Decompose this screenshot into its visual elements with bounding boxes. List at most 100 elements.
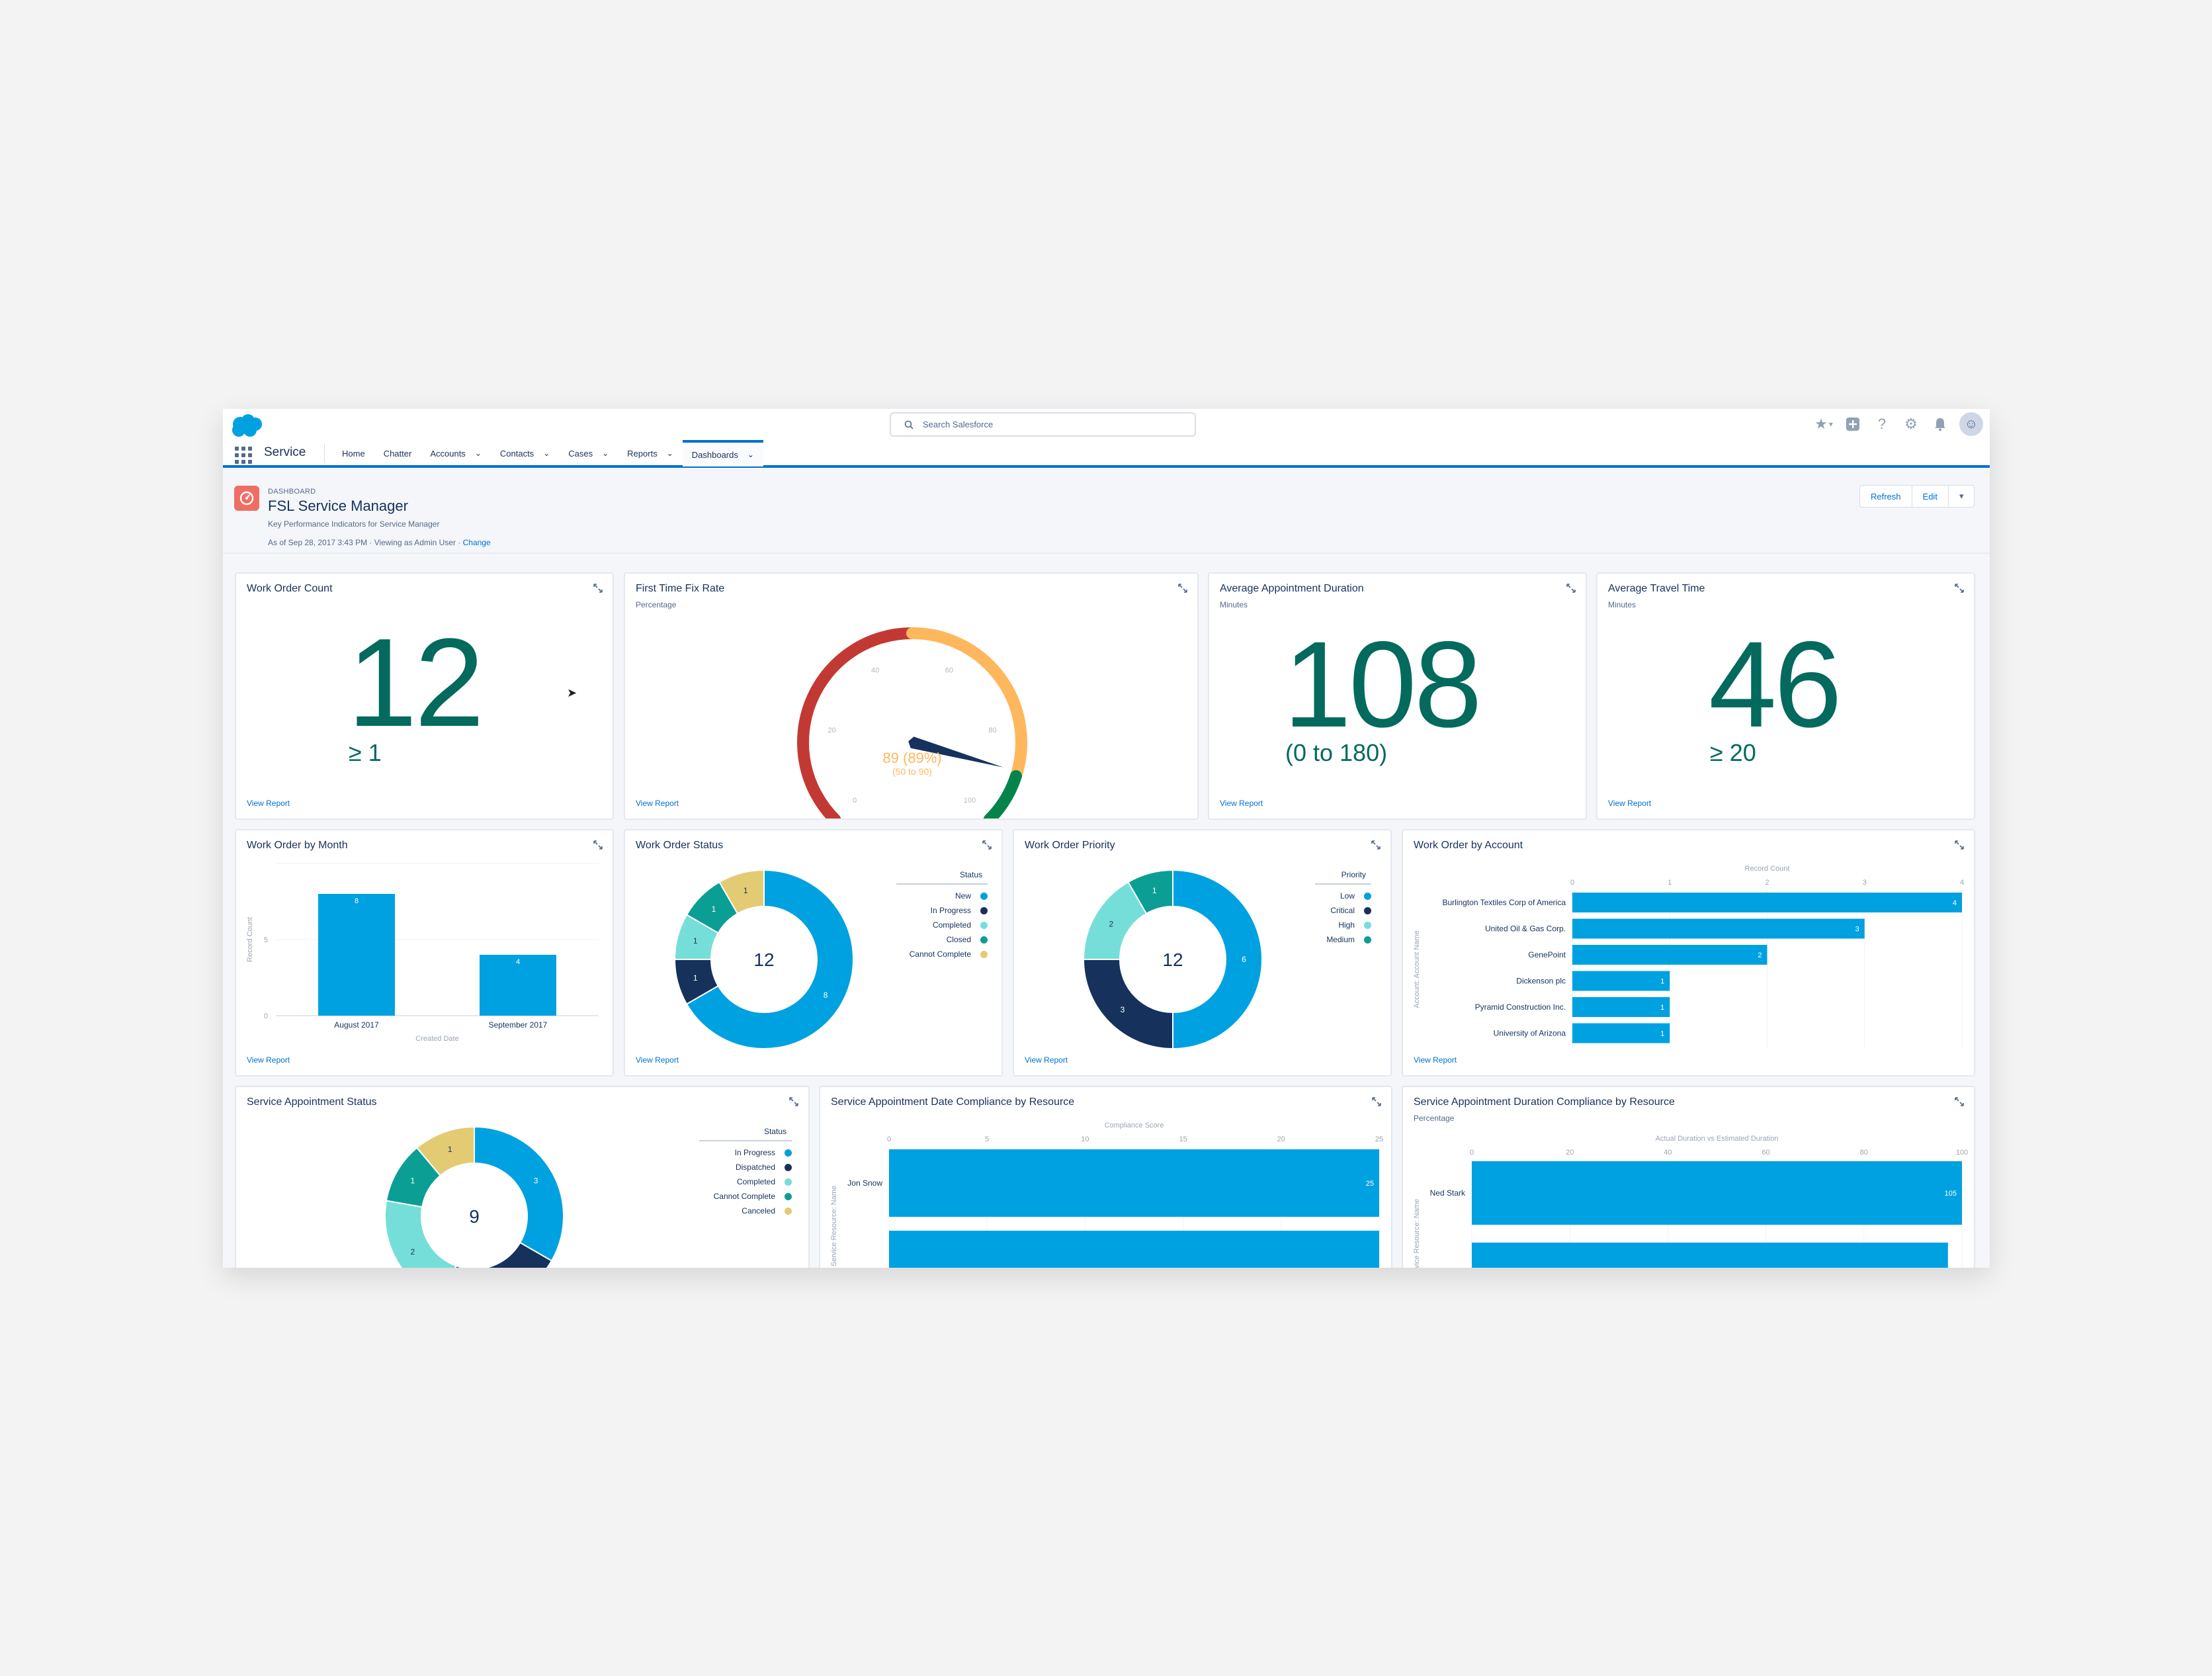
app-name: Service bbox=[264, 445, 306, 459]
gauge-needle bbox=[908, 736, 1003, 768]
expand-icon[interactable] bbox=[1566, 583, 1576, 594]
nav-tab-contacts[interactable]: Contacts ⌄ bbox=[491, 440, 559, 466]
view-report-link[interactable]: View Report bbox=[1025, 1055, 1068, 1065]
y-axis-label: Service Resource: Name bbox=[1413, 1199, 1421, 1268]
legend-item[interactable]: Medium bbox=[1315, 932, 1371, 947]
edit-button[interactable]: Edit bbox=[1912, 486, 1949, 507]
nav-tab-label: Cases bbox=[568, 448, 593, 459]
expand-icon[interactable] bbox=[1954, 1096, 1965, 1107]
expand-icon[interactable] bbox=[1954, 840, 1965, 850]
legend-swatch bbox=[785, 1192, 792, 1200]
view-report-link[interactable]: View Report bbox=[247, 1055, 290, 1065]
view-report-link[interactable]: View Report bbox=[636, 799, 679, 808]
legend-item[interactable]: Critical bbox=[1315, 903, 1371, 918]
legend-item[interactable]: Completed bbox=[699, 1174, 792, 1189]
bar bbox=[889, 1149, 1379, 1217]
chevron-down-icon[interactable]: ⌄ bbox=[474, 449, 482, 458]
bar bbox=[1572, 997, 1670, 1017]
gauge-range: (50 to 90) bbox=[892, 766, 932, 777]
y-axis-label: Account: Account Name bbox=[1413, 930, 1421, 1008]
legend-item[interactable]: High bbox=[1315, 918, 1371, 932]
nav-tab-cases[interactable]: Cases ⌄ bbox=[559, 440, 618, 466]
donut-slice bbox=[1082, 959, 1173, 1050]
view-report-link[interactable]: View Report bbox=[1414, 1055, 1457, 1065]
expand-icon[interactable] bbox=[1371, 1096, 1382, 1107]
metric-range: ≥ 20 bbox=[1710, 739, 1756, 766]
donut-slice bbox=[415, 1125, 475, 1177]
dashboard-type-label: DASHBOARD bbox=[268, 488, 316, 496]
metric-range: (0 to 180) bbox=[1285, 739, 1388, 766]
legend-item[interactable]: In Progress bbox=[896, 903, 988, 918]
legend-item[interactable]: Dispatched bbox=[699, 1160, 792, 1174]
more-actions-chevron-down-icon[interactable]: ▾ bbox=[1959, 491, 1964, 501]
global-create-plus-icon[interactable] bbox=[1843, 414, 1863, 434]
x-tick-label: 0 bbox=[1470, 1149, 1474, 1157]
card-sa-duration-compliance: Service Appointment Duration Compliance … bbox=[1402, 1086, 1975, 1268]
setup-gear-icon[interactable]: ⚙ bbox=[1904, 416, 1918, 432]
chevron-down-icon[interactable]: ⌄ bbox=[543, 449, 550, 458]
x-tick-label: 100 bbox=[1956, 1149, 1968, 1157]
nav-tab-home[interactable]: Home bbox=[333, 440, 374, 466]
legend-item[interactable]: Completed bbox=[896, 918, 988, 932]
dashboard-title: FSL Service Manager bbox=[268, 498, 408, 514]
nav-tab-label: Chatter bbox=[383, 448, 412, 459]
x-tick-label: 0 bbox=[1570, 879, 1574, 887]
legend-item[interactable]: Cannot Complete bbox=[699, 1189, 792, 1204]
expand-icon[interactable] bbox=[593, 840, 603, 850]
slice-value-label: 1 bbox=[448, 1145, 452, 1154]
legend-item[interactable]: Low bbox=[1315, 889, 1371, 903]
global-actions: ★ ▾ ? ⚙ ☺ bbox=[1814, 412, 1983, 436]
card-work-order-count: Work Order Count 12 ≥ 1 ➤ View Report bbox=[235, 572, 614, 820]
bar bbox=[1572, 893, 1962, 912]
favorites-star-icon[interactable]: ★ ▾ bbox=[1814, 416, 1833, 432]
nav-tab-accounts[interactable]: Accounts ⌄ bbox=[421, 440, 491, 466]
card-title: Service Appointment Date Compliance by R… bbox=[831, 1096, 1075, 1108]
chevron-down-icon[interactable]: ⌄ bbox=[602, 449, 609, 458]
legend-item[interactable]: In Progress bbox=[699, 1145, 792, 1160]
expand-icon[interactable] bbox=[593, 583, 603, 594]
nav-tab-label: Reports bbox=[627, 448, 658, 459]
legend-item[interactable]: New bbox=[896, 889, 988, 903]
gauge-tick-label: 0 bbox=[853, 797, 857, 805]
chart-legend: Priority Low Critical High Medium bbox=[1315, 870, 1371, 947]
dashboard-subtitle: Key Performance Indicators for Service M… bbox=[268, 519, 440, 529]
expand-icon[interactable] bbox=[1177, 583, 1188, 594]
nav-tab-chatter[interactable]: Chatter bbox=[374, 440, 421, 466]
legend-item[interactable]: Canceled bbox=[699, 1204, 792, 1218]
view-report-link[interactable]: View Report bbox=[1608, 799, 1652, 808]
expand-icon[interactable] bbox=[1954, 583, 1965, 594]
legend-swatch bbox=[785, 1178, 792, 1186]
legend-swatch bbox=[980, 906, 988, 914]
y-axis-label: Service Resource: Name bbox=[830, 1186, 838, 1266]
legend-item[interactable]: Cannot Complete bbox=[896, 947, 988, 961]
gauge-tick-label: 40 bbox=[871, 666, 879, 674]
chevron-down-icon[interactable]: ⌄ bbox=[747, 450, 754, 459]
notifications-bell-icon[interactable] bbox=[1930, 414, 1950, 434]
expand-icon[interactable] bbox=[982, 840, 992, 850]
slice-value-label: 6 bbox=[1242, 955, 1246, 964]
view-report-link[interactable]: View Report bbox=[636, 1055, 679, 1065]
legend-swatch bbox=[1364, 936, 1371, 944]
change-viewer-link[interactable]: Change bbox=[462, 538, 491, 547]
slice-value-label: 3 bbox=[534, 1176, 538, 1185]
help-icon[interactable]: ? bbox=[1877, 416, 1887, 432]
user-avatar[interactable]: ☺ bbox=[1959, 412, 1983, 436]
legend-item-label: In Progress bbox=[734, 1148, 775, 1157]
legend-item[interactable]: Closed bbox=[896, 932, 988, 947]
salesforce-logo[interactable] bbox=[228, 413, 264, 438]
bar-value-label: 1 bbox=[1660, 1030, 1664, 1038]
global-search-input[interactable]: Search Salesforce bbox=[890, 412, 1196, 437]
view-report-link[interactable]: View Report bbox=[247, 799, 290, 808]
legend-item-label: Medium bbox=[1326, 935, 1355, 944]
view-report-link[interactable]: View Report bbox=[1220, 799, 1263, 808]
app-launcher-icon[interactable] bbox=[235, 447, 252, 464]
nav-tab-dashboards[interactable]: Dashboards ⌄ bbox=[682, 440, 763, 466]
chevron-down-icon[interactable]: ⌄ bbox=[666, 449, 673, 458]
bar-value-label: 8 bbox=[355, 897, 359, 905]
nav-tab-reports[interactable]: Reports ⌄ bbox=[618, 440, 683, 466]
bar-value-label: 1 bbox=[1660, 978, 1664, 986]
refresh-button[interactable]: Refresh bbox=[1860, 486, 1912, 507]
dashboard-as-of: As of Sep 28, 2017 3:43 PM · Viewing as … bbox=[268, 538, 491, 547]
expand-icon[interactable] bbox=[788, 1096, 799, 1107]
expand-icon[interactable] bbox=[1371, 840, 1381, 850]
